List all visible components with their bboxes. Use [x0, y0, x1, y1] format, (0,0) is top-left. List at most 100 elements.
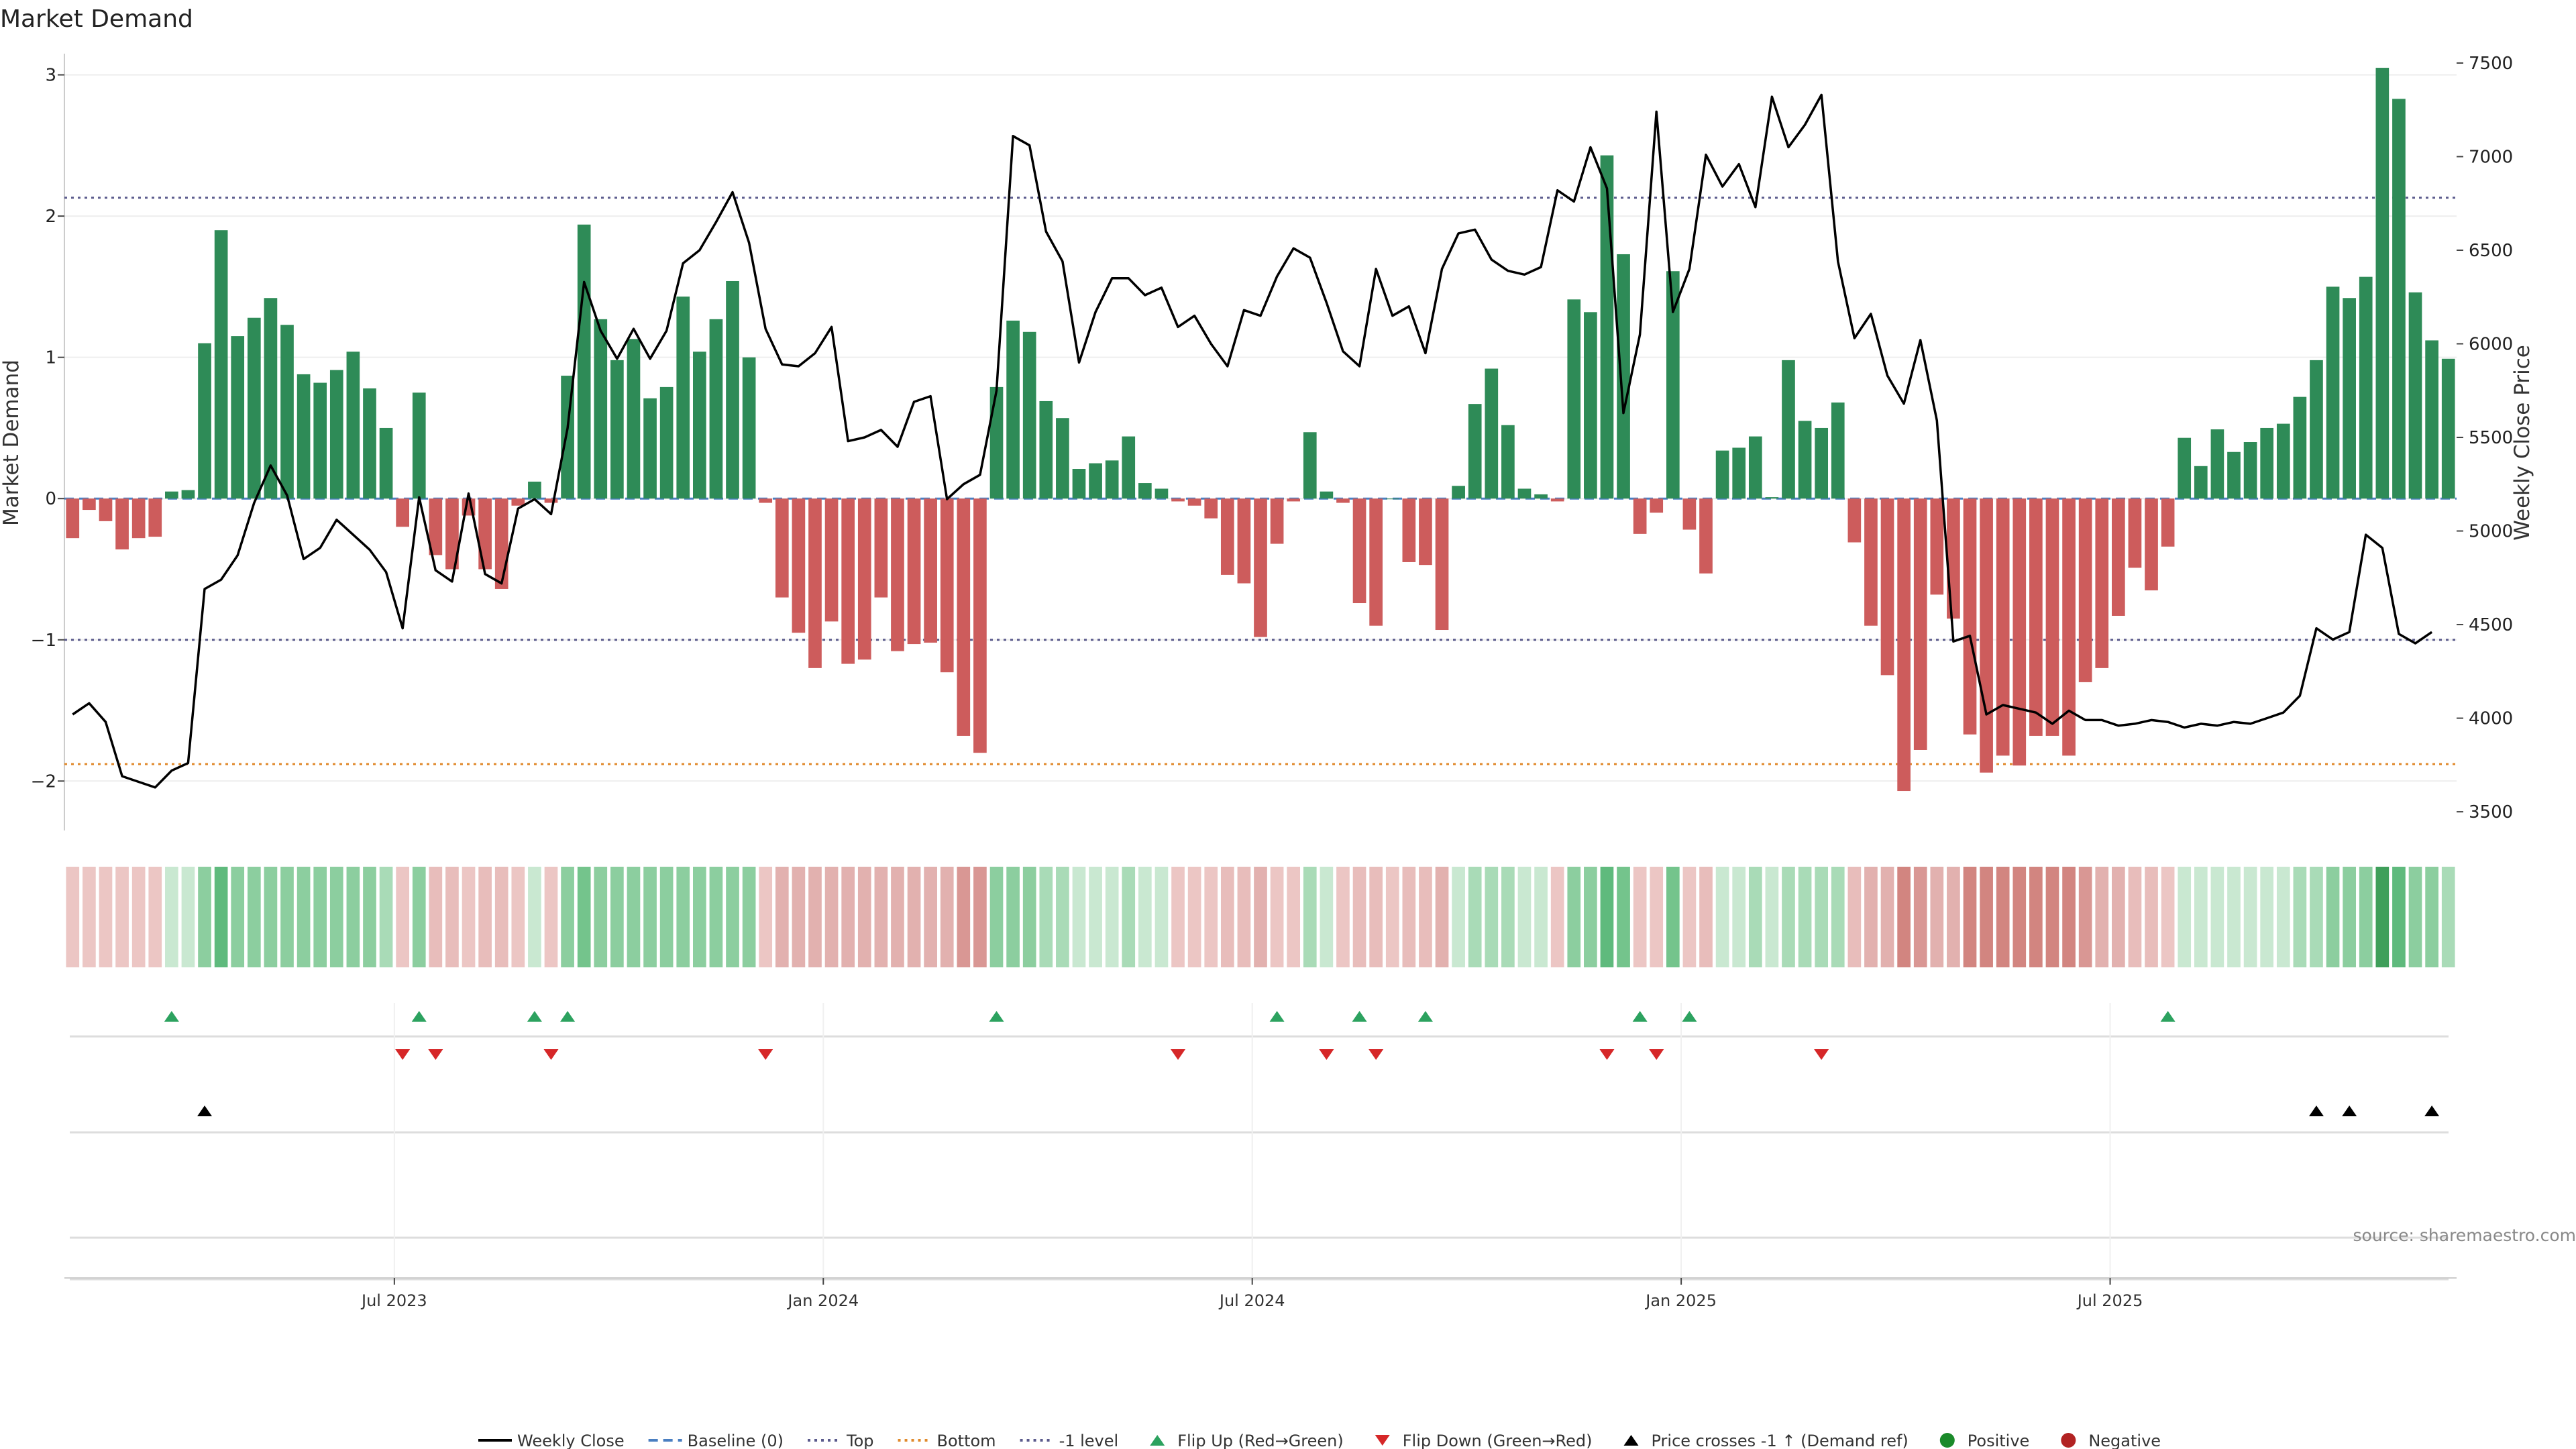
price-line-layer — [72, 93, 2433, 789]
demand-bar — [115, 498, 129, 550]
heat-cell — [1452, 867, 1465, 967]
heat-cell — [1138, 867, 1152, 967]
flip-down-marker — [1814, 1049, 1829, 1060]
heat-cell — [1880, 867, 1894, 967]
heat-cell — [726, 867, 739, 967]
demand-bar — [1930, 498, 1944, 595]
flip-down-marker — [1368, 1049, 1384, 1060]
demand-bar — [2326, 286, 2340, 499]
left-axis-ticks: 3 2 1 0 −1 −2 — [31, 66, 64, 792]
demand-bar — [1567, 299, 1581, 499]
demand-bar — [280, 325, 294, 499]
heat-cell — [1022, 867, 1036, 967]
heat-cell — [1682, 867, 1697, 967]
flip-up-marker — [1352, 1011, 1367, 1022]
demand-bar — [1072, 469, 1086, 499]
right-tick-label: 3500 — [2469, 802, 2513, 822]
heat-cell — [429, 867, 443, 967]
demand-bar — [297, 374, 311, 499]
date-tick-label: Jan 2025 — [1644, 1291, 1717, 1310]
left-tick-label: −2 — [31, 771, 56, 792]
demand-bar — [1287, 498, 1301, 502]
demand-heat-strip — [66, 867, 2455, 967]
demand-bar — [2310, 360, 2323, 499]
demand-bar — [1369, 498, 1383, 626]
heat-cell — [2128, 867, 2142, 967]
heat-cell — [1633, 867, 1647, 967]
heat-cell — [1336, 867, 1350, 967]
weekly-close-line — [72, 93, 2433, 789]
demand-bar — [1468, 404, 1482, 499]
demand-bar — [1501, 425, 1515, 499]
demand-bar — [1617, 254, 1630, 499]
legend-item: Negative — [2061, 1432, 2161, 1449]
price-cross-marker — [2424, 1106, 2440, 1116]
demand-bar — [131, 498, 146, 539]
demand-bar — [1864, 498, 1878, 626]
heat-cell — [1039, 867, 1053, 967]
demand-bar — [1270, 498, 1284, 544]
demand-bar — [2392, 99, 2406, 499]
legend-label: Baseline (0) — [688, 1432, 784, 1449]
demand-bar — [1534, 494, 1548, 499]
demand-bar — [1880, 498, 1894, 676]
heat-cell — [214, 867, 228, 967]
heat-cell — [1600, 867, 1614, 967]
demand-bar — [528, 481, 541, 499]
flip-down-marker — [1171, 1049, 1186, 1060]
heat-cell — [1782, 867, 1795, 967]
demand-bar — [1187, 498, 1201, 506]
heat-cell — [2310, 867, 2323, 967]
heat-cell — [66, 867, 80, 967]
demand-bar — [445, 498, 459, 570]
left-tick-label: 3 — [45, 66, 56, 86]
demand-bar — [1352, 498, 1366, 604]
demand-bar — [1303, 432, 1317, 499]
heat-cell — [2078, 867, 2092, 967]
demand-bar — [2095, 498, 2109, 668]
demand-bar — [1254, 498, 1267, 637]
demand-bar — [726, 280, 739, 499]
heat-cell — [412, 867, 426, 967]
heat-cell — [2210, 867, 2224, 967]
heat-cell — [165, 867, 178, 967]
demand-bar — [83, 498, 96, 511]
heat-cell — [1715, 867, 1729, 967]
flip-up-marker — [411, 1011, 427, 1022]
right-axis-label: Weekly Close Price — [2510, 345, 2534, 541]
left-tick-label: −1 — [31, 631, 56, 651]
flip-up-marker — [989, 1011, 1004, 1022]
heat-cell — [2045, 867, 2059, 967]
demand-bar — [924, 498, 937, 643]
flip-up-marker — [1269, 1011, 1285, 1022]
demand-bar — [148, 498, 162, 537]
demand-bar — [1171, 498, 1185, 502]
demand-bar — [1336, 498, 1350, 503]
demand-bar — [1385, 498, 1399, 500]
flip-up-marker — [1632, 1011, 1648, 1022]
heat-cell — [940, 867, 954, 967]
demand-bar — [2161, 498, 2175, 547]
heat-cell — [1187, 867, 1201, 967]
heat-cell — [759, 867, 773, 967]
flip-down-marker — [543, 1049, 559, 1060]
flip-up-marker — [1417, 1011, 1433, 1022]
demand-bar — [759, 498, 773, 503]
heat-cell — [841, 867, 855, 967]
heat-cell — [2343, 867, 2356, 967]
heat-cell — [379, 867, 393, 967]
legend-label: Flip Down (Green→Red) — [1403, 1432, 1593, 1449]
heat-cell — [2012, 867, 2027, 967]
demand-bar — [676, 297, 690, 499]
legend-item: Bottom — [898, 1432, 996, 1449]
heat-cell — [1270, 867, 1284, 967]
heat-cell — [2326, 867, 2340, 967]
heat-cell — [1617, 867, 1630, 967]
flip-up-marker — [2160, 1011, 2176, 1022]
heat-cell — [742, 867, 756, 967]
heat-cell — [462, 867, 476, 967]
legend-label: Weekly Close — [517, 1432, 625, 1449]
heat-cell — [2293, 867, 2307, 967]
heat-cell — [1897, 867, 1911, 967]
heat-cell — [1913, 867, 1927, 967]
